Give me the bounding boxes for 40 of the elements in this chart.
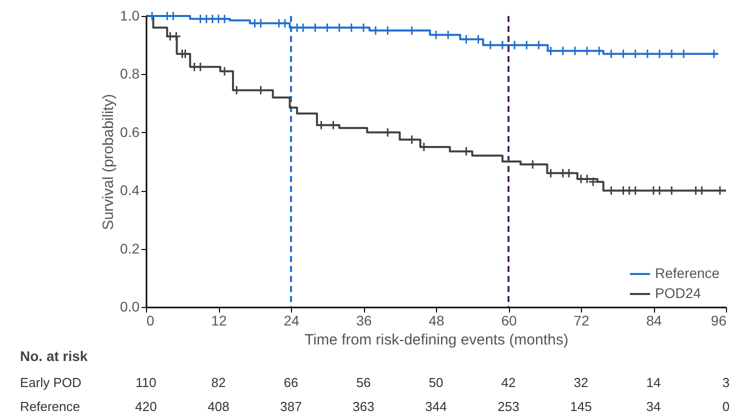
text: 34 [646,399,661,414]
text: 14 [646,375,661,390]
x-tick-label: 72 [574,312,590,328]
x-tick-label: 60 [501,312,517,328]
text: 32 [574,375,588,390]
text: 66 [284,375,298,390]
text: 3 [722,375,730,390]
y-tick-label: 0.4 [120,182,140,198]
x-tick-label: 24 [284,312,300,328]
text: 42 [501,375,516,390]
text: 387 [280,399,302,414]
text: Early POD [20,375,82,390]
y-tick-label: 1.0 [120,8,140,24]
x-tick-label: 12 [211,312,227,328]
text: 110 [136,375,156,390]
text: 253 [498,399,520,414]
text: 50 [428,375,444,390]
text: No. at risk [20,348,88,364]
text: 344 [425,399,447,414]
text: 56 [356,375,371,390]
text: 145 [570,399,592,414]
x-tick-label: 84 [646,312,662,328]
text: Reference [20,399,80,414]
text: 363 [352,399,374,414]
text: 420 [135,399,157,414]
x-tick-label: 36 [356,312,372,328]
legend-label: Reference [655,265,720,281]
y-tick-label: 0.6 [120,124,140,140]
y-tick-label: 0.8 [120,66,140,82]
text: 408 [208,399,230,414]
x-tick-label: 0 [146,312,154,328]
y-tick-label: 0.2 [120,240,140,256]
x-tick-label: 48 [428,312,444,328]
y-tick-label: 0.0 [120,298,140,314]
text: 82 [211,375,226,390]
text: 0 [722,399,730,414]
y-axis-title: Survival (probability) [100,94,118,230]
x-tick-label: 96 [710,312,727,328]
legend-label: POD24 [655,285,702,301]
x-axis-title: Time from risk-defining events (months) [304,332,568,348]
